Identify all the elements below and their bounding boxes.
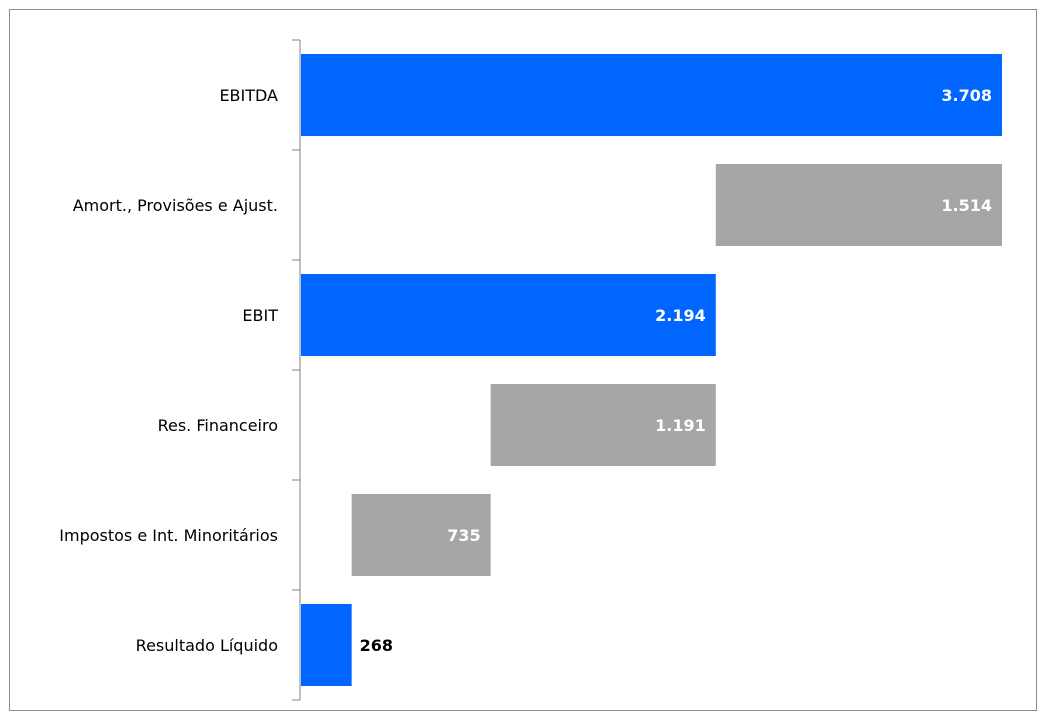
category-labels: EBITDA Amort., Provisões e Ajust. EBIT Res.… bbox=[59, 86, 278, 655]
category-label: Amort., Provisões e Ajust. bbox=[73, 196, 278, 215]
value-label: 268 bbox=[360, 636, 393, 655]
value-label: 3.708 bbox=[941, 86, 992, 105]
bar-6 bbox=[301, 604, 352, 686]
value-labels: 3.708 1.514 2.194 1.191 735 268 bbox=[360, 86, 992, 655]
bar-3 bbox=[301, 274, 716, 356]
bar-4 bbox=[490, 384, 716, 466]
value-label: 1.191 bbox=[655, 416, 706, 435]
bar-1 bbox=[301, 54, 1002, 136]
value-label: 1.514 bbox=[941, 196, 992, 215]
category-label: EBITDA bbox=[219, 86, 278, 105]
y-axis-ticks bbox=[292, 39, 300, 701]
category-label: Impostos e Int. Minoritários bbox=[59, 526, 278, 545]
category-label: EBIT bbox=[242, 306, 278, 325]
value-label: 2.194 bbox=[655, 306, 706, 325]
category-label: Resultado Líquido bbox=[136, 636, 278, 655]
category-label: Res. Financeiro bbox=[158, 416, 278, 435]
bars-group bbox=[301, 54, 1002, 686]
value-label: 735 bbox=[447, 526, 480, 545]
bar-2 bbox=[715, 164, 1002, 246]
bar-5 bbox=[351, 494, 491, 576]
